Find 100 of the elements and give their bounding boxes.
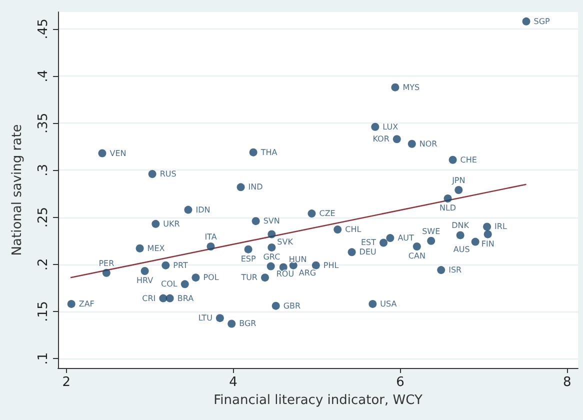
data-label: ARG: [298, 268, 316, 278]
y-tick-label: .25: [36, 206, 51, 228]
data-label: GBR: [283, 301, 302, 310]
point: [67, 300, 76, 308]
y-tick-label: .4: [36, 70, 51, 82]
point: [522, 17, 530, 26]
data-label: ZAF: [78, 299, 95, 308]
point: [206, 242, 215, 251]
point: [392, 135, 401, 144]
data-label: CHE: [460, 155, 477, 164]
data-label: TUR: [240, 273, 258, 282]
data-label: POL: [203, 273, 220, 282]
point: [216, 314, 224, 322]
data-label: GRC: [263, 252, 281, 262]
point: [140, 266, 149, 275]
y-tick-label: .1: [36, 352, 51, 365]
point: [471, 238, 480, 246]
data-label: SWE: [422, 226, 440, 236]
data-label: ESP: [240, 254, 256, 264]
point: [236, 183, 245, 192]
point: [454, 186, 463, 194]
data-label: CRI: [142, 294, 156, 303]
data-label: JPN: [451, 176, 466, 185]
point: [136, 244, 144, 252]
point: [252, 217, 260, 226]
point: [427, 236, 436, 245]
point: [192, 274, 200, 282]
data-label: MYS: [402, 82, 420, 92]
point: [152, 220, 160, 228]
data-label: BGR: [239, 319, 257, 328]
point: [312, 261, 320, 270]
data-label: COL: [161, 280, 178, 289]
point: [184, 206, 192, 214]
data-label: ISR: [448, 266, 462, 275]
point: [180, 280, 189, 288]
y-tick-label: .45: [36, 18, 51, 40]
data-label: DEU: [359, 248, 377, 257]
point: [266, 262, 275, 270]
y-tick-label: .35: [36, 112, 51, 134]
point: [162, 261, 170, 270]
data-label: HUN: [288, 255, 307, 264]
point: [261, 274, 269, 282]
point: [334, 226, 342, 234]
point: [380, 238, 388, 247]
point: [249, 148, 258, 156]
point: [244, 245, 252, 254]
x-axis-title: Financial literacy indicator, WCY: [214, 393, 422, 408]
point: [408, 140, 416, 148]
data-label: IDN: [196, 205, 210, 214]
data-label: PHL: [323, 260, 340, 270]
point: [437, 266, 446, 274]
y-axis-title: National saving rate: [10, 124, 25, 256]
data-label: BRA: [177, 294, 194, 303]
data-label: AUT: [398, 234, 414, 243]
data-label: IRL: [494, 222, 508, 232]
point: [386, 234, 394, 242]
data-label: THA: [260, 148, 278, 157]
point: [228, 320, 236, 328]
point: [98, 149, 106, 158]
data-label: DNK: [452, 221, 470, 230]
data-label: USA: [380, 299, 398, 308]
data-label: LTU: [198, 314, 213, 323]
data-label: AUS: [453, 244, 470, 254]
data-label: VEN: [110, 148, 126, 158]
data-label: SVK: [277, 237, 294, 246]
data-label: SGP: [534, 16, 550, 26]
data-label: CHL: [345, 225, 362, 234]
data-label: PRT: [173, 260, 188, 270]
data-label: UKR: [163, 219, 180, 228]
point: [159, 294, 168, 302]
data-label: LUX: [382, 122, 399, 132]
data-label: PER: [98, 258, 115, 268]
y-tick-label: .15: [36, 301, 51, 322]
point: [308, 210, 316, 218]
x-tick-label: 8: [563, 375, 572, 390]
data-label: NLD: [439, 203, 456, 212]
point: [368, 300, 377, 308]
data-label: KOR: [372, 134, 390, 144]
point: [444, 194, 452, 202]
data-label: HRV: [136, 276, 154, 285]
x-tick-label: 2: [62, 375, 70, 390]
data-label: ROU: [276, 269, 294, 278]
data-label: MEX: [147, 244, 166, 253]
point: [391, 83, 400, 92]
data-label: EST: [360, 238, 376, 248]
point: [456, 231, 464, 240]
data-label: ITA: [204, 232, 218, 242]
data-label: FIN: [481, 239, 494, 248]
point: [272, 302, 280, 310]
point: [268, 230, 276, 238]
point: [448, 156, 457, 164]
data-label: IND: [248, 182, 263, 192]
point: [371, 122, 380, 131]
x-tick-label: 6: [396, 375, 404, 390]
data-label: SVN: [263, 216, 280, 226]
point: [102, 268, 110, 277]
point: [268, 243, 276, 252]
y-tick-label: .3: [36, 164, 51, 176]
data-label: CZE: [319, 209, 336, 218]
data-label: NOR: [419, 139, 438, 148]
